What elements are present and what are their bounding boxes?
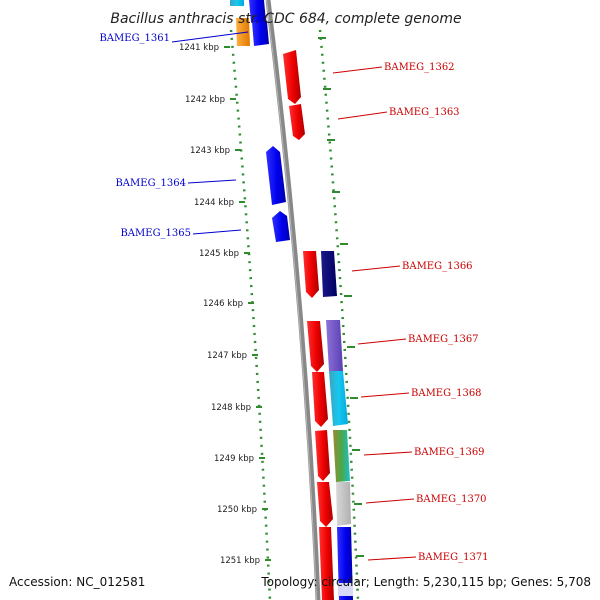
kbp-tick-1246: 1246 kbp xyxy=(203,299,254,309)
kbp-label: 1245 kbp xyxy=(199,249,239,259)
gene-feature-1361-blue xyxy=(249,0,266,22)
gene-label-group-1367[interactable]: BAMEG_1367 xyxy=(357,334,479,345)
gene-feature-1364 xyxy=(266,146,286,205)
gene-feature-1371 xyxy=(319,527,334,600)
kbp-tick-1250: 1250 kbp xyxy=(217,505,268,515)
gene-label-1364[interactable]: BAMEG_1364 xyxy=(115,178,186,189)
kbp-label: 1251 kbp xyxy=(220,556,260,566)
gene-feature-1371-outer xyxy=(337,527,353,600)
gene-label-group-1364[interactable]: BAMEG_1364 xyxy=(115,178,237,189)
gene-feature-1366-outer xyxy=(321,251,337,297)
kbp-label: 1247 kbp xyxy=(207,351,247,361)
gene-feature-1371-edge xyxy=(338,583,353,596)
kbp-tick-1247: 1247 kbp xyxy=(207,351,258,361)
gene-label-1361[interactable]: BAMEG_1361 xyxy=(99,33,170,44)
gene-feature-1369-outer xyxy=(333,430,350,482)
accession-label: Accession: NC_012581 xyxy=(9,575,145,589)
gene-label-1368[interactable]: BAMEG_1368 xyxy=(411,388,482,399)
gene-label-group-1363[interactable]: BAMEG_1363 xyxy=(337,107,460,120)
gene-label-group-1371[interactable]: BAMEG_1371 xyxy=(367,552,489,563)
kbp-label: 1242 kbp xyxy=(185,95,225,105)
kbp-label: 1250 kbp xyxy=(217,505,257,515)
gene-label-1369[interactable]: BAMEG_1369 xyxy=(414,447,485,458)
gene-feature-1368 xyxy=(312,372,328,427)
map-title: Bacillus anthracis str. CDC 684, complet… xyxy=(110,11,461,27)
topology-label: Topology: circular; Length: 5,230,115 bp… xyxy=(260,575,591,589)
gene-feature-1367-outer xyxy=(326,320,343,371)
outer-tick-track xyxy=(318,29,360,600)
gene-label-1371[interactable]: BAMEG_1371 xyxy=(418,552,489,563)
kbp-tick-1251: 1251 kbp xyxy=(220,556,271,566)
gene-label-group-1369[interactable]: BAMEG_1369 xyxy=(363,447,485,458)
outer-track-ticks xyxy=(318,37,364,557)
gene-labels: BAMEG_1361 BAMEG_1362 BAMEG_1363 BAMEG_1… xyxy=(99,31,489,563)
gene-feature-1366 xyxy=(303,251,319,298)
kbp-tick-1248: 1248 kbp xyxy=(211,403,262,413)
gene-feature-1362 xyxy=(283,50,301,104)
kbp-scale: 1241 kbp 1242 kbp 1243 kbp 1244 kbp 1245… xyxy=(179,43,271,566)
kbp-label: 1243 kbp xyxy=(190,146,230,156)
gene-label-group-1368[interactable]: BAMEG_1368 xyxy=(360,388,482,399)
gene-label-1365[interactable]: BAMEG_1365 xyxy=(120,228,191,239)
gene-feature-1363 xyxy=(289,104,305,140)
gene-feature-1361-blue-b xyxy=(252,22,269,46)
gene-feature-1361-outer xyxy=(236,18,250,46)
gene-features xyxy=(230,0,353,600)
kbp-tick-1242: 1242 kbp xyxy=(185,95,236,105)
gene-label-group-1361[interactable]: BAMEG_1361 xyxy=(99,31,249,44)
gene-feature-1370 xyxy=(317,482,333,527)
genome-backbone-highlight xyxy=(266,0,317,600)
kbp-tick-1244: 1244 kbp xyxy=(194,198,245,208)
kbp-label: 1241 kbp xyxy=(179,43,219,53)
genome-backbone xyxy=(265,0,321,600)
kbp-tick-1249: 1249 kbp xyxy=(214,454,265,464)
gene-feature-1370-outer xyxy=(336,482,351,526)
gene-feature-1365 xyxy=(272,211,290,242)
kbp-label: 1246 kbp xyxy=(203,299,243,309)
kbp-tick-1243: 1243 kbp xyxy=(190,146,241,156)
gene-label-group-1362[interactable]: BAMEG_1362 xyxy=(332,62,455,74)
gene-label-1370[interactable]: BAMEG_1370 xyxy=(416,494,487,505)
kbp-tick-1241: 1241 kbp xyxy=(179,43,230,53)
inner-tick-track xyxy=(229,29,272,600)
gene-label-1363[interactable]: BAMEG_1363 xyxy=(389,107,460,118)
kbp-label: 1249 kbp xyxy=(214,454,254,464)
gene-label-1362[interactable]: BAMEG_1362 xyxy=(384,62,455,73)
gene-feature-1369 xyxy=(315,430,330,481)
gene-feature-1368-outer xyxy=(329,371,348,426)
gene-feature-1367 xyxy=(307,321,324,372)
gene-label-group-1370[interactable]: BAMEG_1370 xyxy=(365,494,487,505)
gene-label-1366[interactable]: BAMEG_1366 xyxy=(402,261,473,272)
gene-label-1367[interactable]: BAMEG_1367 xyxy=(408,334,479,345)
gene-feature-top-teal xyxy=(230,0,244,6)
kbp-label: 1248 kbp xyxy=(211,403,251,413)
kbp-tick-1245: 1245 kbp xyxy=(199,249,250,259)
kbp-label: 1244 kbp xyxy=(194,198,234,208)
gene-label-group-1365[interactable]: BAMEG_1365 xyxy=(120,228,242,239)
gene-label-group-1366[interactable]: BAMEG_1366 xyxy=(351,261,473,272)
